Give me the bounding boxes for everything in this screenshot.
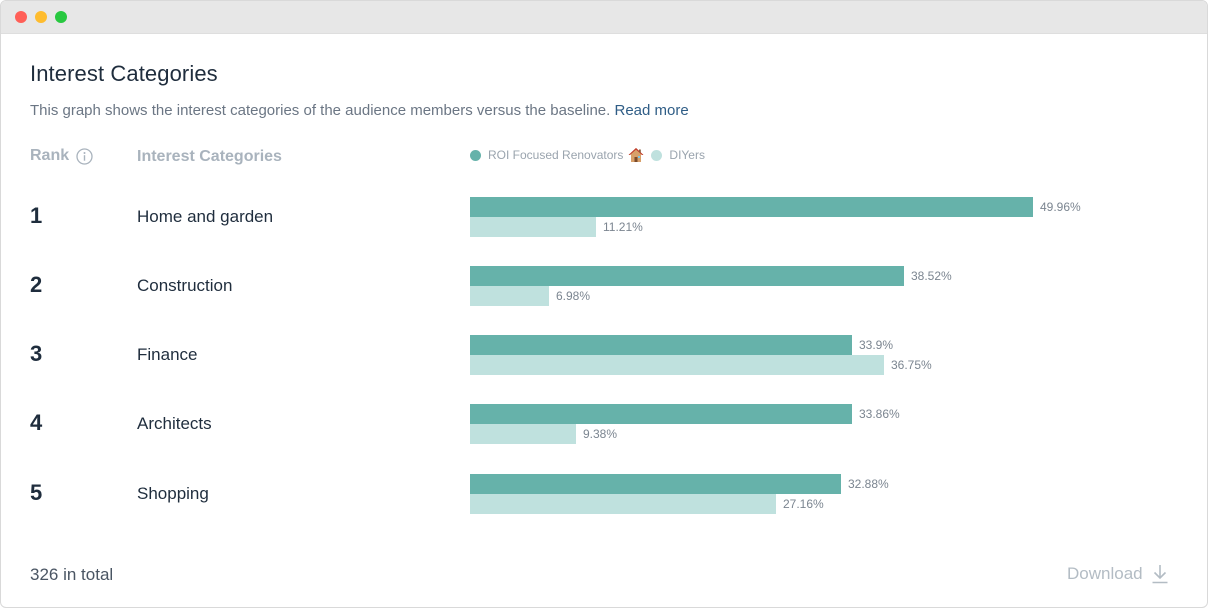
bar-secondary xyxy=(470,217,596,237)
bar-primary xyxy=(470,266,904,286)
data-label-secondary: 9.38% xyxy=(583,427,618,441)
legend-label-secondary: DIYers xyxy=(669,148,705,162)
chart-legend: ROI Focused Renovators DIYers xyxy=(470,147,705,163)
legend-label-primary: ROI Focused Renovators xyxy=(488,148,624,162)
chart-row: 5 Shopping 32.88% 27.16% xyxy=(1,474,1207,514)
category-label: Construction xyxy=(137,276,233,295)
total-count: 326 in total xyxy=(30,565,114,584)
rank-number: 5 xyxy=(30,480,43,505)
rank-number: 3 xyxy=(30,341,43,366)
category-label: Architects xyxy=(137,414,212,433)
rank-number: 4 xyxy=(30,410,43,435)
maximize-window-button[interactable] xyxy=(55,11,67,23)
data-label-secondary: 27.16% xyxy=(783,497,824,511)
category-label: Finance xyxy=(137,345,198,364)
chart-row: 3 Finance 33.9% 36.75% xyxy=(1,335,1207,375)
data-label-secondary: 11.21% xyxy=(603,220,643,234)
close-window-button[interactable] xyxy=(15,11,27,23)
data-label-primary: 49.96% xyxy=(1040,200,1081,214)
house-icon xyxy=(628,147,644,163)
rank-header-label: Rank xyxy=(30,147,70,164)
chart-row: 2 Construction 38.52% 6.98% xyxy=(1,266,1207,306)
description-text: This graph shows the interest categories… xyxy=(30,102,611,119)
read-more-link[interactable]: Read more xyxy=(614,102,689,119)
data-label-secondary: 6.98% xyxy=(556,289,591,303)
info-icon[interactable] xyxy=(76,147,93,165)
minimize-window-button[interactable] xyxy=(35,11,47,23)
bar-secondary xyxy=(470,286,549,306)
page-description: This graph shows the interest categories… xyxy=(30,102,689,119)
chart-row: 1 Home and garden 49.96% 11.21% xyxy=(1,197,1207,237)
bar-secondary xyxy=(470,355,884,375)
category-column-header: Interest Categories xyxy=(137,148,282,165)
page-title: Interest Categories xyxy=(30,61,218,86)
rank-number: 1 xyxy=(30,203,43,228)
data-label-primary: 38.52% xyxy=(911,269,952,283)
download-icon xyxy=(1152,565,1168,584)
data-label-secondary: 36.75% xyxy=(891,358,932,372)
data-label-primary: 33.9% xyxy=(859,338,894,352)
data-label-primary: 32.88% xyxy=(848,477,889,491)
category-label: Home and garden xyxy=(137,207,274,226)
bar-primary xyxy=(470,335,852,355)
legend-swatch-primary xyxy=(470,149,481,161)
bar-secondary xyxy=(470,424,576,444)
bar-primary xyxy=(470,404,852,424)
bar-primary xyxy=(470,197,1033,217)
data-label-primary: 33.86% xyxy=(859,407,900,421)
legend-swatch-secondary xyxy=(651,149,663,161)
rank-column-header: Rank xyxy=(30,147,93,165)
legend-item-secondary: DIYers xyxy=(651,148,705,162)
download-button[interactable]: Download xyxy=(1067,564,1169,584)
category-label: Shopping xyxy=(137,484,209,503)
download-label: Download xyxy=(1067,564,1143,583)
bar-primary xyxy=(470,474,841,494)
rank-number: 2 xyxy=(30,272,43,297)
bar-secondary xyxy=(470,494,776,514)
title-bar xyxy=(1,1,1207,34)
chart-row: 4 Architects 33.86% 9.38% xyxy=(1,404,1207,444)
